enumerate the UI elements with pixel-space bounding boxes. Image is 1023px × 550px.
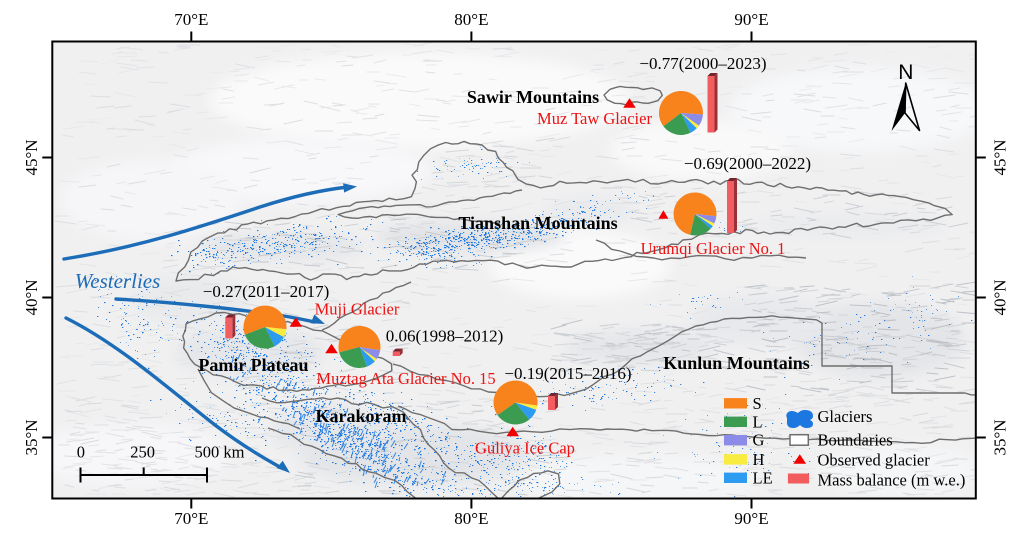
svg-text:500 km: 500 km: [195, 443, 245, 462]
svg-text:−0.77(2000–2023): −0.77(2000–2023): [639, 54, 766, 73]
svg-text:L: L: [753, 412, 763, 431]
svg-text:80°E: 80°E: [454, 509, 488, 528]
svg-text:Urumqi Glacier No. 1: Urumqi Glacier No. 1: [641, 239, 786, 258]
svg-text:S: S: [753, 394, 762, 413]
svg-text:250: 250: [130, 443, 155, 462]
svg-text:−0.27(2011–2017): −0.27(2011–2017): [203, 282, 330, 301]
svg-text:G: G: [753, 431, 765, 450]
svg-text:70°E: 70°E: [174, 10, 208, 29]
svg-text:35°N: 35°N: [22, 419, 41, 455]
svg-text:Mass balance (m w.e.): Mass balance (m w.e.): [818, 470, 966, 489]
svg-text:Glaciers: Glaciers: [818, 407, 873, 426]
svg-text:Observed glacier: Observed glacier: [818, 450, 931, 469]
svg-text:−0.19(2015–2016): −0.19(2015–2016): [504, 364, 631, 383]
svg-text:Sawir Mountains: Sawir Mountains: [467, 87, 599, 107]
svg-text:45°N: 45°N: [22, 139, 41, 175]
svg-text:Guliya Ice Cap: Guliya Ice Cap: [475, 439, 575, 458]
svg-text:Karakoram: Karakoram: [316, 406, 407, 426]
svg-text:LE: LE: [753, 468, 773, 487]
svg-text:−0.69(2000–2022): −0.69(2000–2022): [684, 154, 811, 173]
svg-text:Kunlun Mountains: Kunlun Mountains: [663, 353, 810, 373]
svg-text:90°E: 90°E: [734, 10, 768, 29]
svg-text:80°E: 80°E: [454, 10, 488, 29]
svg-text:Muztag Ata Glacier No. 15: Muztag Ata Glacier No. 15: [316, 369, 495, 388]
svg-text:0: 0: [77, 443, 85, 462]
svg-text:45°N: 45°N: [991, 139, 1010, 175]
svg-text:Muz Taw Glacier: Muz Taw Glacier: [537, 109, 652, 128]
svg-text:90°E: 90°E: [734, 509, 768, 528]
svg-text:Westerlies: Westerlies: [75, 269, 161, 293]
svg-text:Pamir Plateau: Pamir Plateau: [198, 355, 308, 375]
svg-text:0.06(1998–2012): 0.06(1998–2012): [386, 327, 504, 346]
svg-text:70°E: 70°E: [174, 509, 208, 528]
svg-text:Muji Glacier: Muji Glacier: [315, 300, 400, 319]
svg-text:H: H: [753, 450, 765, 469]
svg-text:40°N: 40°N: [22, 279, 41, 315]
svg-text:40°N: 40°N: [991, 279, 1010, 315]
svg-text:N: N: [898, 61, 913, 84]
svg-text:35°N: 35°N: [991, 419, 1010, 455]
svg-text:Boundaries: Boundaries: [818, 430, 893, 449]
svg-text:Tianshan Mountains: Tianshan Mountains: [458, 213, 617, 233]
